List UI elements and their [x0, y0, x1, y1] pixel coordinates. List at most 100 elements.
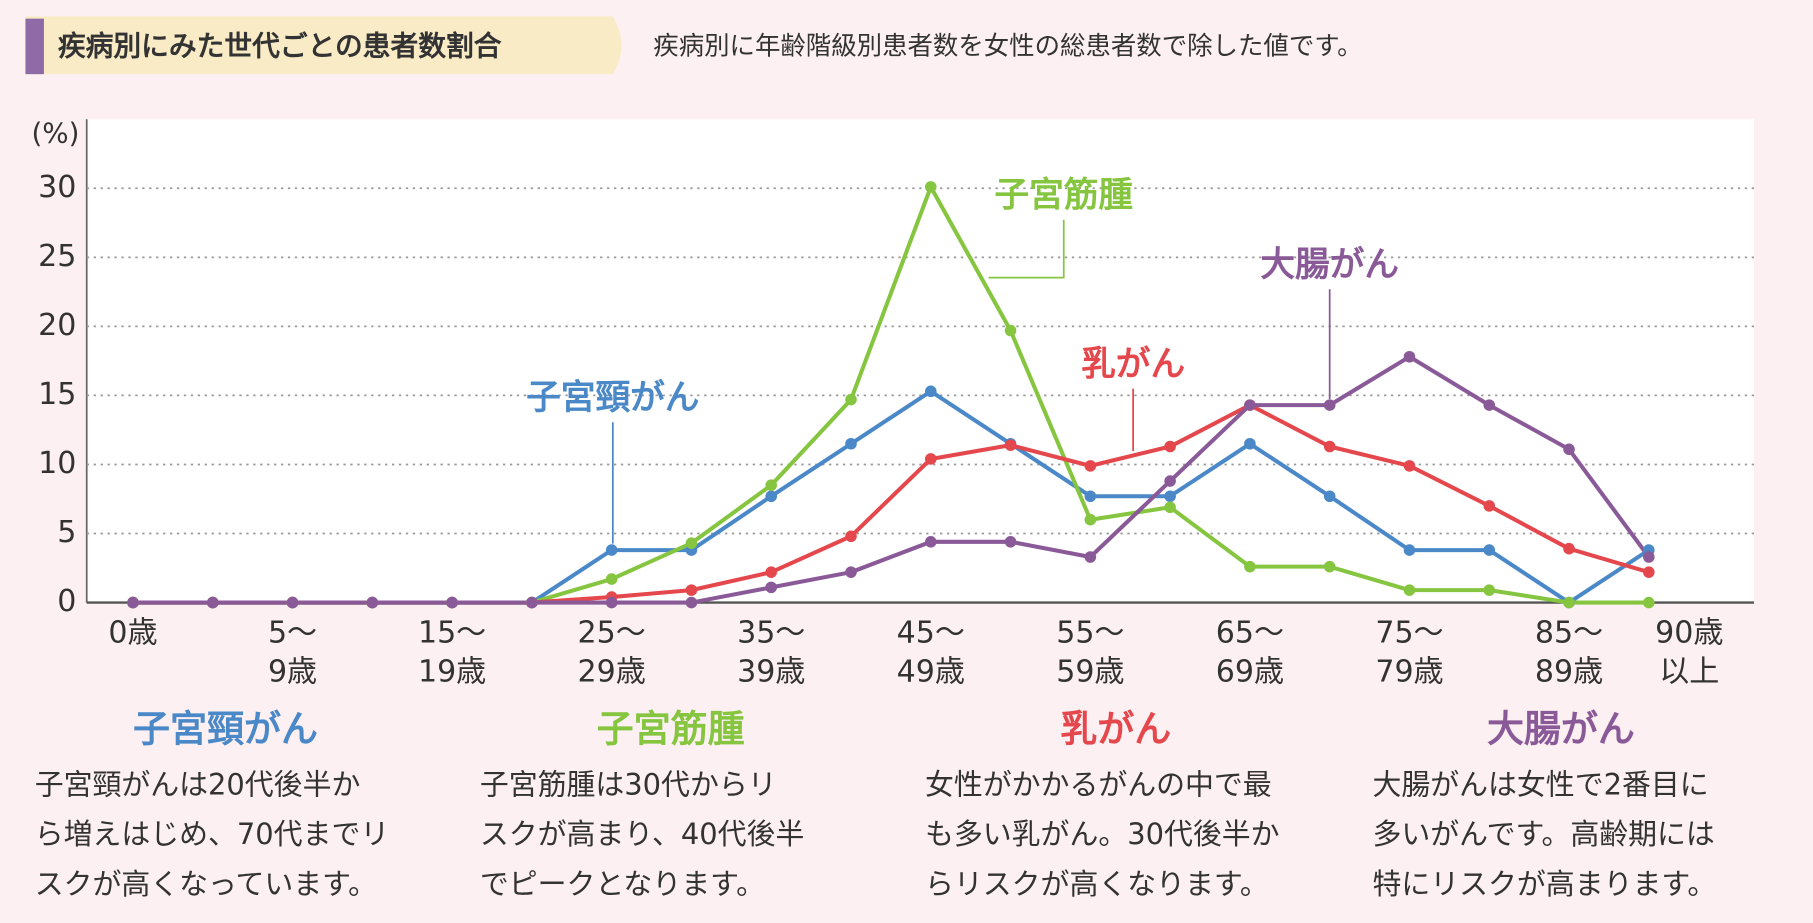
x-tick-label: 89歳	[1535, 655, 1603, 690]
y-tick-label: 20	[38, 308, 76, 343]
data-point	[1004, 439, 1017, 451]
data-point	[1563, 596, 1575, 609]
y-tick-label: 0	[57, 584, 76, 619]
data-point	[845, 437, 857, 450]
data-point	[1483, 544, 1496, 556]
x-tick-label: 15〜	[418, 615, 486, 650]
data-point	[1164, 490, 1176, 503]
data-point	[1643, 551, 1655, 563]
leader-line	[988, 219, 1065, 279]
data-point	[1164, 475, 1176, 487]
y-tick-label: 5	[57, 515, 76, 550]
data-point	[1323, 560, 1336, 573]
data-point	[1483, 584, 1496, 596]
data-point	[206, 596, 219, 609]
x-tick-label: 29歳	[578, 655, 646, 690]
data-point	[765, 479, 777, 491]
x-tick-label: 65〜	[1216, 615, 1284, 650]
description-text: 大腸がんは女性で2番目に	[1372, 767, 1708, 801]
x-tick-label: 5〜	[268, 615, 317, 650]
data-point	[1403, 460, 1416, 472]
y-tick-label: 30	[38, 170, 76, 205]
description-title: 子宮頸がん	[133, 707, 318, 750]
x-tick-label: 9歳	[268, 655, 317, 690]
y-tick-label: 25	[38, 239, 76, 274]
data-point	[925, 536, 937, 548]
data-point	[1084, 551, 1097, 563]
data-point	[1563, 542, 1575, 555]
data-point	[1164, 501, 1176, 514]
x-tick-label: 45〜	[897, 615, 965, 650]
series-line	[132, 354, 1651, 605]
x-tick-label: 90歳	[1655, 615, 1723, 650]
data-point	[925, 453, 937, 465]
data-point	[526, 596, 538, 609]
series-label: 子宮頸がん	[526, 378, 699, 418]
data-point	[1643, 596, 1655, 609]
data-point	[1483, 500, 1496, 512]
data-point	[1244, 560, 1256, 573]
description-title: 大腸がん	[1487, 707, 1635, 750]
data-point	[765, 581, 777, 594]
data-point	[605, 596, 618, 609]
description-text: 子宮頸がんは20代後半か	[35, 767, 361, 801]
data-point	[1643, 566, 1655, 578]
data-point	[845, 393, 857, 406]
data-point	[1323, 399, 1336, 411]
data-point	[127, 596, 139, 609]
data-point	[1403, 350, 1416, 363]
x-tick-label: 49歳	[897, 655, 965, 690]
description-title: 乳がん	[1060, 707, 1171, 750]
data-point	[1323, 490, 1336, 503]
data-point	[685, 584, 698, 596]
data-point	[1483, 399, 1496, 411]
data-point	[925, 385, 937, 398]
chart-title: 疾病別にみた世代ごとの患者数割合	[58, 30, 502, 63]
data-point	[845, 566, 857, 578]
data-point	[845, 530, 857, 543]
x-tick-label: 0歳	[108, 615, 157, 650]
title-marker	[25, 18, 44, 75]
data-point	[1323, 440, 1336, 453]
description-title: 子宮筋腫	[597, 707, 745, 750]
x-tick-label: 35〜	[737, 615, 805, 650]
x-tick-label: 75〜	[1375, 615, 1443, 650]
data-point	[605, 544, 618, 556]
description-text: らリスクが高くなります。	[925, 867, 1269, 901]
description-text: でピークとなります。	[480, 867, 765, 901]
series-label: 乳がん	[1081, 345, 1185, 385]
data-point	[1084, 460, 1097, 472]
data-point	[1004, 536, 1017, 548]
series-label: 大腸がん	[1260, 245, 1399, 285]
y-axis-label: (%)	[31, 116, 79, 149]
data-point	[366, 596, 379, 609]
data-point	[1244, 437, 1256, 450]
data-point	[1164, 440, 1176, 453]
x-tick-label: 85〜	[1535, 615, 1603, 650]
description-text: 子宮筋腫は30代からリ	[480, 767, 777, 801]
x-tick-label: 55〜	[1056, 615, 1124, 650]
data-point	[1403, 584, 1416, 596]
title-band	[25, 16, 622, 75]
chart-subtitle: 疾病別に年齢階級別患者数を女性の総患者数で除した値です。	[653, 31, 1362, 61]
y-tick-label: 15	[38, 377, 76, 412]
y-tick-label: 10	[38, 446, 76, 481]
description-text: 多いがんです。高齢期には	[1372, 817, 1714, 851]
description-text: 女性がかかるがんの中で最	[925, 767, 1272, 801]
data-point	[1403, 544, 1416, 556]
data-point	[1084, 513, 1097, 526]
x-tick-label: 19歳	[418, 655, 486, 690]
data-point	[685, 596, 698, 609]
description-text: ら増えはじめ、70代までリ	[35, 817, 390, 851]
x-tick-label: 59歳	[1056, 655, 1124, 690]
x-tick-label: 以上	[1659, 655, 1719, 690]
description-text: も多い乳がん。30代後半か	[925, 817, 1280, 851]
data-point	[765, 566, 777, 578]
description-text: 特にリスクが高まります。	[1372, 867, 1716, 901]
plot-area	[86, 119, 1755, 603]
x-tick-label: 39歳	[737, 655, 805, 690]
data-point	[1084, 490, 1097, 503]
data-point	[1244, 399, 1256, 411]
